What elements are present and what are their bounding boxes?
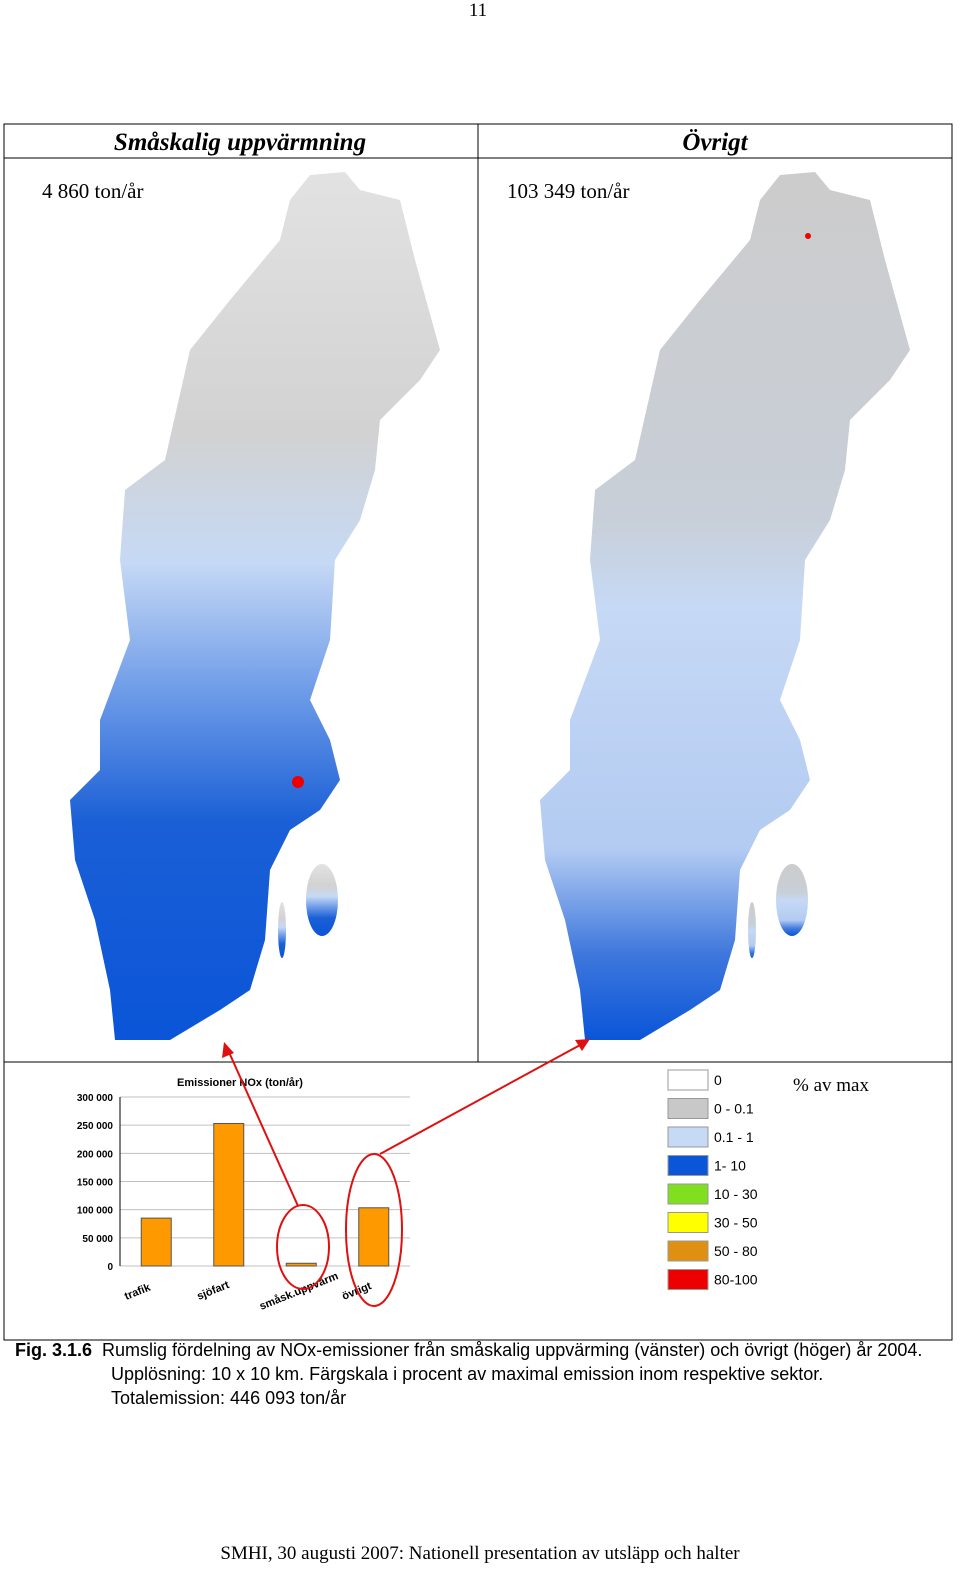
y-tick-label: 150 000	[77, 1178, 114, 1189]
y-tick-label: 50 000	[82, 1234, 113, 1245]
legend-swatch	[667, 1098, 709, 1119]
legend-swatch	[667, 1269, 709, 1290]
legend-label: 80-100	[714, 1272, 758, 1288]
caption-label: Fig. 3.1.6	[15, 1340, 93, 1360]
bar	[358, 1207, 390, 1267]
x-tick-label: trafik	[123, 1281, 153, 1303]
legend-label: 0 - 0.1	[714, 1101, 754, 1117]
legend-swatch	[667, 1155, 709, 1176]
map-left	[70, 172, 440, 1040]
footer: SMHI, 30 augusti 2007: Nationell present…	[220, 1543, 740, 1564]
legend-swatch	[667, 1126, 709, 1148]
legend-label: 10 - 30	[714, 1186, 758, 1202]
caption: Fig. 3.1.6 Rumslig fördelning av NOx-emi…	[15, 1338, 930, 1410]
bar	[285, 1262, 317, 1267]
map-right	[540, 172, 910, 1040]
bar	[213, 1122, 245, 1267]
legend-label: 50 - 80	[714, 1243, 758, 1259]
legend-swatch	[667, 1240, 709, 1262]
y-tick-label: 100 000	[77, 1206, 114, 1217]
panel-total: 103 349 ton/år	[507, 179, 629, 203]
panel-total: 4 860 ton/år	[42, 179, 143, 203]
arrowhead	[222, 1042, 234, 1058]
legend: % av max 0 0 - 0.1 0.1 - 1 1- 10 10 - 30 30 - …	[667, 1069, 869, 1290]
legend-swatch	[667, 1183, 709, 1205]
x-tick-label: småsk.uppvärm	[258, 1270, 340, 1313]
x-tick-label: sjöfart	[195, 1279, 231, 1303]
y-tick-label: 200 000	[77, 1149, 114, 1160]
map-hotspot	[292, 776, 304, 788]
map-hotspot	[805, 233, 811, 239]
arrow	[379, 1043, 583, 1155]
arrow	[227, 1049, 299, 1207]
arrowhead	[575, 1039, 590, 1051]
y-tick-label: 300 000	[77, 1093, 114, 1104]
legend-swatch	[667, 1069, 709, 1091]
legend-swatch	[667, 1212, 709, 1233]
legend-label: 0	[714, 1072, 722, 1088]
highlight	[345, 1153, 403, 1307]
y-tick-label: 250 000	[77, 1121, 114, 1132]
y-tick-label: 0	[107, 1262, 113, 1273]
page-number: 11	[469, 0, 487, 21]
caption-text: Rumslig fördelning av NOx-emissioner frå…	[102, 1340, 923, 1408]
legend-title: % av max	[793, 1075, 869, 1096]
legend-label: 1- 10	[714, 1158, 746, 1174]
chart-title: Emissioner NOx (ton/år)	[177, 1077, 303, 1089]
bar-chart: Emissioner NOx (ton/år) 0 50 000 100 000 150…	[77, 1077, 410, 1313]
bar	[140, 1217, 172, 1267]
panel-title: Småskalig uppvärmning	[114, 129, 366, 156]
legend-label: 0.1 - 1	[714, 1129, 754, 1145]
legend-label: 30 - 50	[714, 1215, 758, 1231]
panel-title: Övrigt	[682, 129, 748, 156]
highlight	[276, 1204, 330, 1290]
